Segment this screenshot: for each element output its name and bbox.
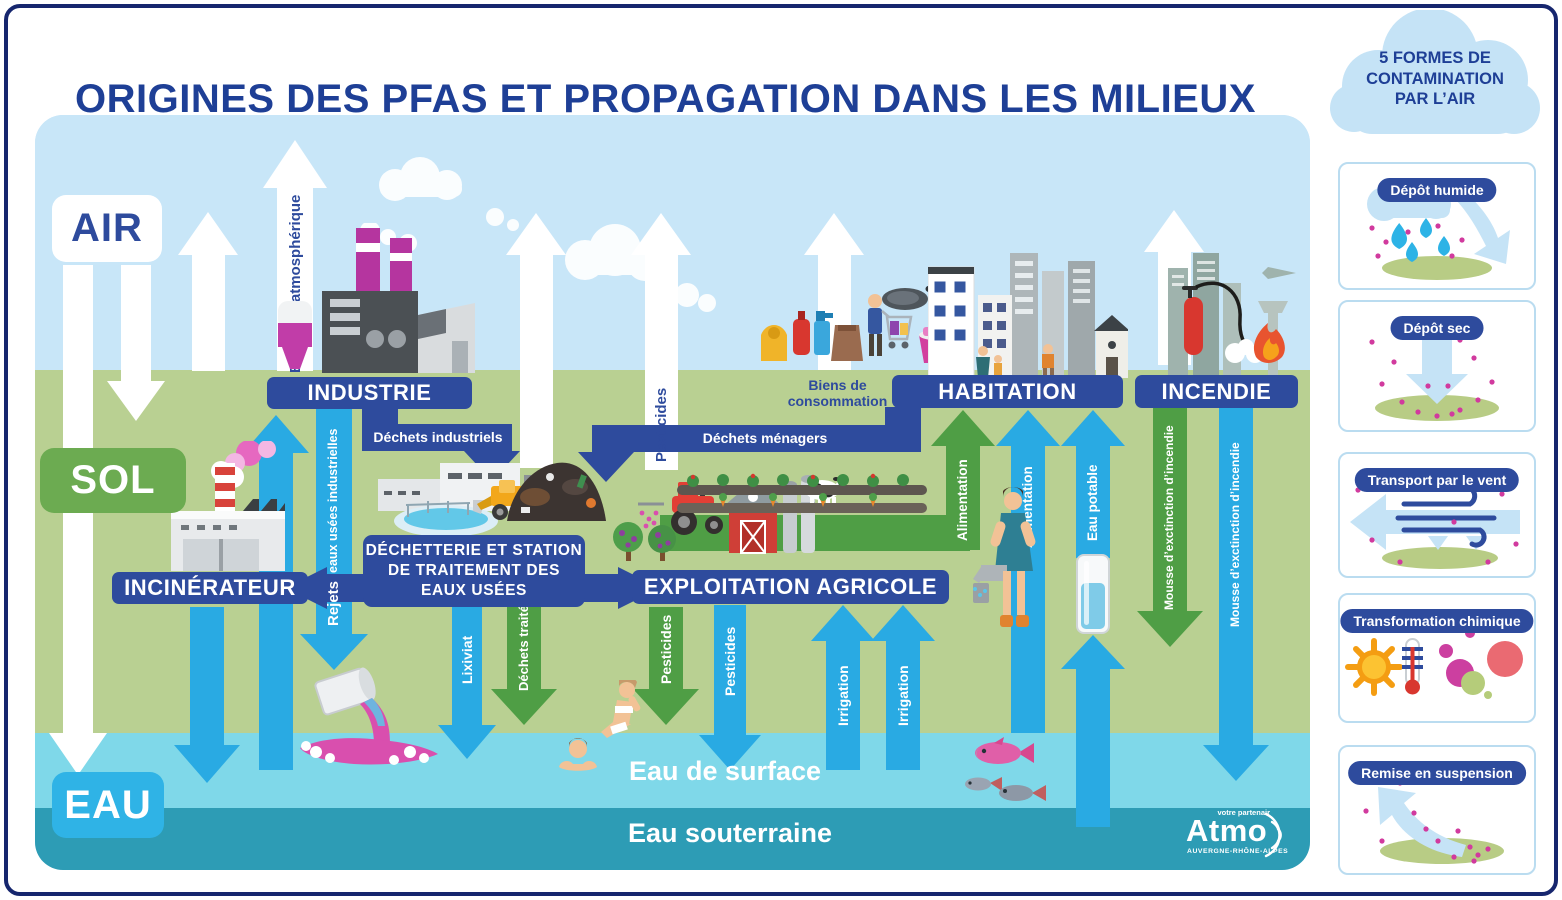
remise-suspension-icon (1361, 774, 1504, 864)
eaux-usees-label: eaux usées industrielles (326, 428, 340, 573)
industrie-label: INDUSTRIE (267, 377, 472, 409)
lixiviat-label: Lixiviat (459, 635, 475, 685)
mousse-verte-label: Mousse d’exctinction d’incendie (1162, 425, 1176, 611)
transport-vent-icon (1350, 484, 1520, 569)
jardiniere-illustration (973, 487, 1036, 627)
dechetterie-label: DÉCHETTERIE ET STATION DE TRAITEMENT DES… (363, 535, 585, 607)
air-label: AIR (52, 195, 162, 262)
pesticides-vert-label: Pesticides (658, 614, 674, 684)
incendie-label: INCENDIE (1135, 375, 1298, 408)
irrigation-label-1: Irrigation (835, 665, 851, 727)
vergers-illustration (613, 522, 676, 561)
eau-surface-label: Eau de surface (628, 756, 822, 786)
alimentation-agricole-label: Alimentation (955, 459, 970, 541)
page-title: ORIGINES DES PFAS ET PROPAGATION DANS LE… (75, 76, 1256, 121)
mousse-bleue-label: Mousse d’exctinction d’incendie (1228, 442, 1242, 628)
card-transformation-chimique: Transformation chimique (1338, 593, 1536, 723)
atmo-brand: Atmo (1186, 813, 1268, 848)
sidebar-title: 5 FORMES DE CONTAMINATION PAR L’AIR (1366, 49, 1504, 109)
rejets-label: Rejets (325, 580, 342, 626)
incinerateur-label: INCINÉRATEUR (112, 572, 308, 604)
irrigation-label-2: Irrigation (895, 665, 911, 727)
transformation-chimique-badge: Transformation chimique (1340, 609, 1534, 633)
baigneuse-illustration (601, 680, 641, 738)
dechets-industriels-label: Déchets industriels (373, 429, 503, 445)
pesticides-cyan-label: Pesticides (722, 626, 738, 696)
atmo-waves-icon (1264, 812, 1282, 858)
exploitation-agricole-label: EXPLOITATION AGRICOLE (632, 570, 949, 604)
habitation-label: HABITATION (892, 375, 1123, 408)
sol-label: SOL (40, 448, 186, 513)
atmo-tagline: votre partenair (1217, 808, 1270, 817)
diagram-panel: Emission atmosphérique Pesticides eaux u… (35, 115, 1310, 870)
depot-sec-badge: Dépôt sec (1390, 316, 1484, 340)
verre-eau-illustration (1076, 554, 1110, 634)
transformation-chimique-icon (1345, 622, 1523, 699)
habitation-illustration (928, 253, 1128, 378)
atmo-logo: votre partenair Atmo AUVERGNE-RHÔNE-ALPE… (1180, 808, 1300, 868)
pesticides-air-label: Pesticides (653, 387, 670, 463)
poissons-illustration (965, 737, 1046, 801)
factory-illustration (278, 223, 475, 373)
card-depot-humide: Dépôt humide (1338, 162, 1536, 290)
transport-vent-badge: Transport par le vent (1354, 468, 1520, 492)
dechets-traites-label: Déchets traités (516, 597, 531, 691)
eau-potable-label: Eau potable (1085, 464, 1100, 541)
deversement-illustration (300, 667, 438, 765)
incinerateur-illustration (171, 441, 285, 571)
contamination-cloud (1330, 10, 1540, 134)
incendie-illustration (1168, 253, 1296, 378)
biens-consommation-illustration (761, 285, 951, 363)
eau-souterraine-label: Eau souterraine (627, 818, 833, 848)
atmo-region: AUVERGNE-RHÔNE-ALPES (1187, 848, 1289, 855)
card-remise-suspension: Remise en suspension (1338, 745, 1536, 875)
nageur-illustration (559, 738, 597, 771)
card-transport-vent: Transport par le vent (1338, 452, 1536, 578)
remise-suspension-badge: Remise en suspension (1348, 761, 1526, 785)
biens-consommation-label: Biens de consommation (787, 377, 888, 410)
potager-illustration (677, 473, 927, 513)
depot-humide-badge: Dépôt humide (1377, 178, 1497, 202)
dechets-pile-illustration (507, 462, 606, 521)
dechets-menagers-label: Déchets ménagers (702, 430, 828, 446)
eau-label: EAU (52, 772, 164, 838)
card-depot-sec: Dépôt sec (1338, 300, 1536, 432)
station-traitement-illustration (378, 463, 559, 537)
